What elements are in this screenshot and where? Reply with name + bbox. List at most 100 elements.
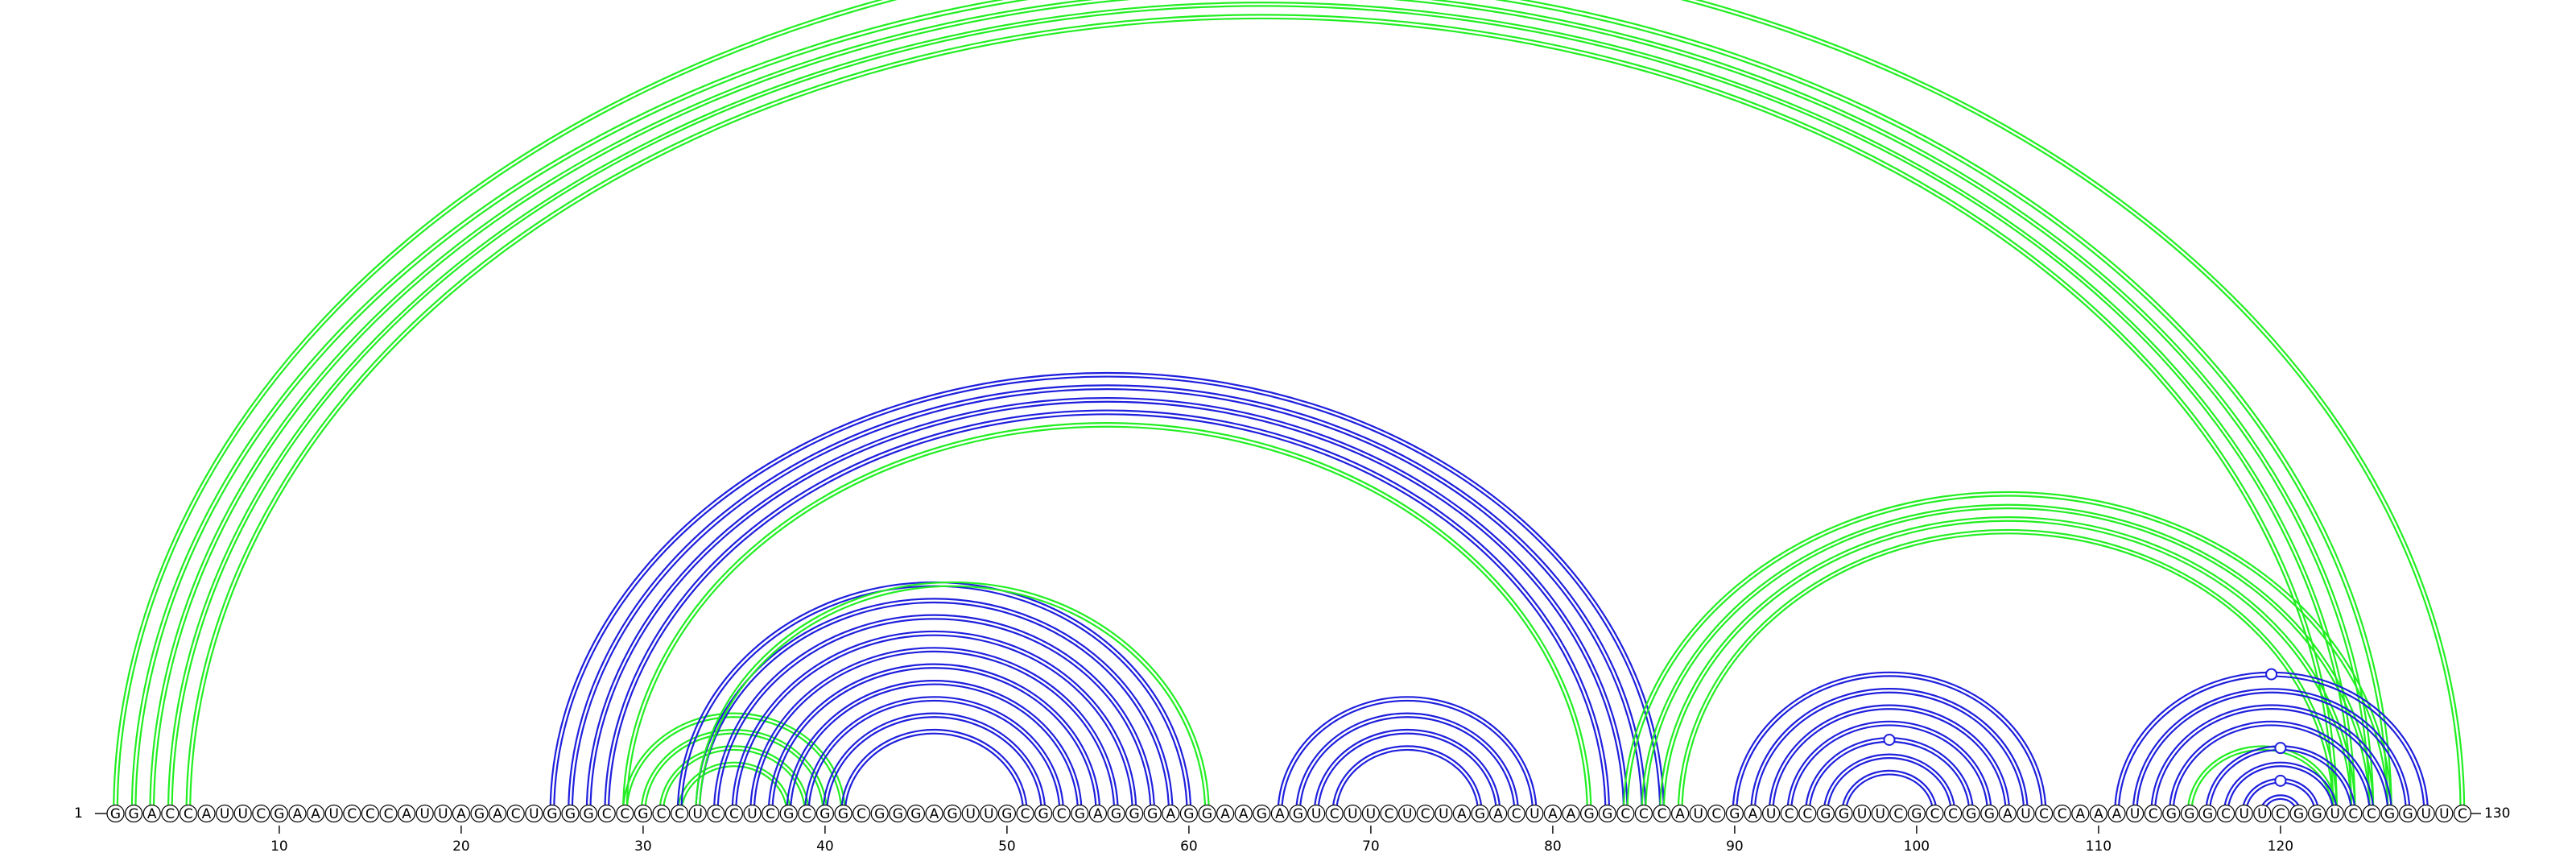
- nucleotide-circle: [1234, 804, 1253, 823]
- nucleotide: U: [233, 804, 252, 823]
- base-pair-arc: [568, 384, 1647, 814]
- base-pair-arc: [1827, 757, 1952, 814]
- nucleotide: U: [1853, 804, 1872, 823]
- base-pair-arc: [571, 387, 1643, 814]
- nucleotide-letter: U: [984, 806, 993, 822]
- nucleotide: G: [1071, 804, 1089, 823]
- nucleotide: U: [2126, 804, 2145, 823]
- nucleotide-letter: C: [2276, 806, 2285, 822]
- nucleotide-letter: G: [947, 806, 958, 822]
- base-pair-arc: [1841, 769, 1938, 814]
- nucleotide: C: [2344, 804, 2363, 823]
- nucleotide-letter: A: [1567, 806, 1576, 822]
- nucleotide-letter: C: [1785, 806, 1794, 822]
- base-pair-arc: [2172, 724, 2371, 814]
- nucleotide: G: [1143, 804, 1162, 823]
- nucleotide: C: [1416, 804, 1435, 823]
- nucleotide-letter: G: [2202, 806, 2213, 822]
- nucleotide: A: [1270, 804, 1290, 823]
- nucleotide-letter: C: [1893, 806, 1903, 822]
- nucleotide-letter: C: [620, 806, 630, 822]
- nucleotide-letter: A: [456, 806, 466, 822]
- nucleotide: G: [1725, 804, 1744, 823]
- base-pair-arc: [585, 396, 1629, 814]
- nucleotide-letter: C: [165, 806, 175, 822]
- nucleotide: G: [1471, 804, 1489, 823]
- nucleotide-letter: U: [1402, 806, 1412, 822]
- nucleotide: G: [2198, 804, 2217, 823]
- base-pair-arc: [749, 647, 1119, 814]
- nucleotide: C: [506, 804, 525, 823]
- nucleotide-letter: U: [438, 806, 448, 822]
- nucleotide-circle: [925, 804, 943, 823]
- nucleotide-circle: [1525, 804, 1544, 823]
- base-pair-arc: [185, 14, 2339, 814]
- nucleotide-letter: C: [2221, 806, 2231, 822]
- nucleotide-letter: G: [638, 806, 648, 822]
- base-pair-arc: [826, 716, 1042, 814]
- nucleotide-circle: [1853, 804, 1872, 823]
- nucleotide-circle: [1179, 804, 1199, 823]
- nucleotide: G: [2289, 804, 2308, 823]
- nucleotide: U: [2017, 804, 2035, 823]
- nucleotide-letter: U: [2239, 806, 2248, 822]
- nucleotide: C: [2035, 804, 2054, 823]
- arc-marker: [1883, 733, 1896, 746]
- nucleotide-circle: [579, 804, 598, 823]
- nucleotide: G: [1907, 804, 1926, 823]
- nucleotide-circle: [525, 804, 543, 823]
- nucleotide: C: [707, 804, 725, 823]
- nucleotide-circle: [1543, 804, 1563, 823]
- tick-label: 30: [634, 838, 652, 855]
- nucleotide-letter: C: [511, 806, 521, 822]
- nucleotide: U: [525, 804, 543, 823]
- nucleotide-circle: [2144, 804, 2162, 823]
- nucleotide-circle: [1344, 804, 1362, 823]
- nucleotide: G: [1835, 804, 1853, 823]
- base-pair-arc: [698, 601, 1170, 814]
- nucleotide: G: [1579, 804, 1599, 823]
- base-pair-arc: [840, 728, 1028, 814]
- nucleotide-letter: C: [1512, 806, 1521, 822]
- nucleotide: A: [1998, 804, 2017, 823]
- nucleotide-letter: C: [184, 806, 193, 822]
- base-pair-arc: [549, 371, 1665, 814]
- nucleotide-circle: [233, 804, 252, 823]
- nucleotide-circle: [1253, 804, 1271, 823]
- nucleotide-circle: [943, 804, 962, 823]
- nucleotide: A: [1162, 804, 1180, 823]
- nucleotide-circle: [1325, 804, 1344, 823]
- nucleotide-letter: A: [1275, 806, 1285, 822]
- nucleotide: A: [2071, 804, 2090, 823]
- nucleotide-letter: U: [237, 806, 247, 822]
- base-pair-arc: [1622, 491, 2392, 814]
- base-pair-arc: [767, 663, 1101, 814]
- base-pair-arc: [1772, 707, 2007, 814]
- nucleotide: G: [834, 804, 852, 823]
- nucleotide-circle: [1634, 804, 1653, 823]
- nucleotide: G: [1598, 804, 1616, 823]
- base-pair-arc: [1335, 748, 1480, 814]
- nucleotide-letter: C: [2149, 806, 2158, 822]
- nucleotide-circle: [634, 804, 653, 823]
- nucleotide-letter: G: [1839, 806, 1849, 822]
- base-pair-arc: [1732, 671, 2047, 814]
- nucleotide-circle: [2035, 804, 2054, 823]
- tick-label: 110: [2086, 838, 2112, 855]
- nucleotide-letter: C: [1802, 806, 1812, 822]
- base-pair-arc: [2190, 748, 2334, 814]
- nucleotide-letter: G: [783, 806, 794, 822]
- base-pair-arc: [2150, 704, 2392, 814]
- nucleotide-letter: A: [1093, 806, 1103, 822]
- nucleotide-circle: [1562, 804, 1580, 823]
- base-pair-arc: [2168, 720, 2375, 814]
- nucleotide: U: [980, 804, 998, 823]
- nucleotide: C: [670, 804, 689, 823]
- base-pair-arc: [171, 5, 2353, 814]
- base-pair-arc: [658, 745, 810, 814]
- nucleotide: C: [616, 804, 634, 823]
- nucleotide-circle: [2435, 804, 2454, 823]
- base-pair-arc: [1626, 495, 2389, 814]
- nucleotide: G: [2180, 804, 2198, 823]
- nucleotide-letter: A: [1239, 806, 1249, 822]
